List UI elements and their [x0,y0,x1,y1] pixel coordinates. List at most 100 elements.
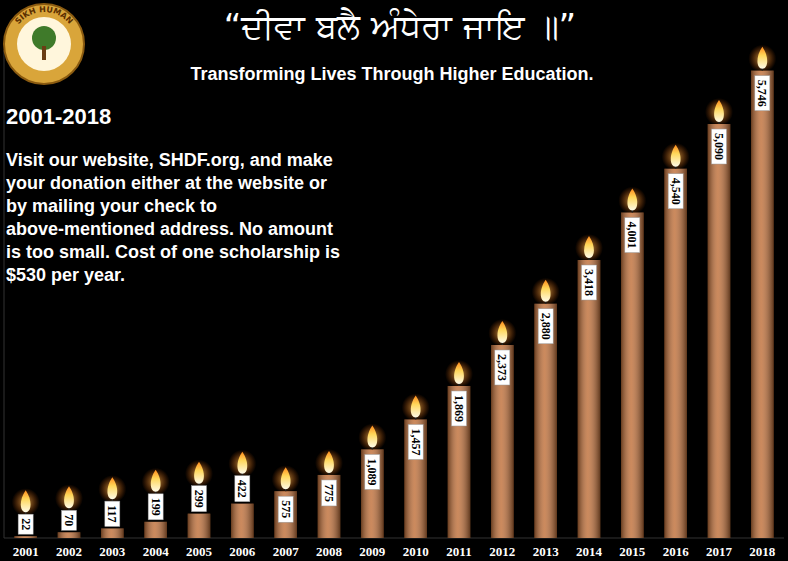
candle-shade [534,304,557,538]
data-label: 5,090 [712,133,726,160]
x-tick-label: 2007 [273,544,300,559]
logo-text-path: SIKH HUMAN [13,5,74,26]
x-tick-label: 2011 [446,544,471,559]
data-label: 4,540 [669,178,683,205]
data-label-box [18,514,33,534]
data-label: 3,418 [582,269,596,296]
data-label-box [538,309,553,344]
flame-glow [228,450,256,478]
candle-shade [144,522,167,538]
candle-bar [361,449,384,538]
candle-bar [231,504,254,538]
x-tick-label: 2009 [359,544,386,559]
flame [237,452,247,474]
x-tick-label: 2017 [706,544,733,559]
flame-glow [705,98,733,126]
flame-glow [618,187,646,215]
candle-bar [144,522,167,538]
x-tick-label: 2004 [143,544,170,559]
candle-shade [101,528,124,538]
candle-bar [404,419,427,538]
flame-glow [12,488,40,516]
data-label-box [278,496,293,522]
candle-shade [14,536,37,538]
flame [671,145,681,167]
note-line: is too small. Cost of one scholarship is [6,242,340,262]
flame [757,47,767,69]
data-label-box [755,76,770,111]
data-label: 2,880 [539,313,553,340]
flame-glow [402,393,430,421]
note-line: your donation either at the website or [6,173,327,193]
candle-bar [708,124,731,538]
candle-bar [578,260,601,538]
x-tick-label: 2015 [619,544,646,559]
flame [497,321,507,343]
flame-glow [532,278,560,306]
flame [411,395,421,417]
candle-shade [404,419,427,538]
candle-bar [751,71,774,538]
candle-bar [101,528,124,538]
candle-shade [58,532,81,538]
candle-shade [491,345,514,538]
candle-shade [578,260,601,538]
flame [281,467,291,489]
candle-shade [664,169,687,538]
data-label-box [625,218,640,253]
x-tick-label: 2012 [489,544,515,559]
x-tick-label: 2016 [663,544,690,559]
flame [151,470,161,492]
flame-glow [488,319,516,347]
candle-bar [448,386,471,538]
data-label: 775 [322,484,336,502]
subtitle: Transforming Lives Through Higher Educat… [190,64,593,84]
flame-glow [358,423,386,451]
note-line: $530 per year. [6,265,125,285]
data-label: 117 [105,505,119,522]
flame [21,490,31,512]
data-label-box [235,476,250,502]
candle-bar [188,514,211,538]
candle-shade [274,491,297,538]
data-label: 5,746 [755,80,769,107]
x-tick-label: 2003 [99,544,126,559]
flame [367,425,377,447]
bars [14,71,773,538]
data-label-box [192,486,207,512]
flames [12,45,777,517]
note-line: by mailing your check to [6,196,217,216]
candle-bar [14,536,37,538]
data-label-box [712,129,727,164]
data-label: 299 [192,490,206,508]
candle-shade [621,213,644,538]
data-label: 422 [235,480,249,498]
x-tick-label: 2018 [749,544,776,559]
data-label: 1,089 [365,458,379,485]
candle-shade [318,475,341,538]
x-tick-label: 2006 [229,544,256,559]
flame-glow [272,465,300,493]
x-tick-label: 2013 [533,544,560,559]
data-label-box [148,494,163,520]
x-tick-label: 2005 [186,544,213,559]
logo-trunk [42,46,46,60]
data-label: 575 [279,500,293,518]
flame [324,451,334,473]
candle-shade [188,514,211,538]
period: 2001-2018 [6,104,111,129]
data-label-box [322,480,337,506]
data-label-box [495,350,510,385]
flame-glow [575,234,603,262]
x-tick-label: 2002 [56,544,82,559]
x-tick-label: 2008 [316,544,343,559]
data-label-box [62,510,77,530]
data-label-box [582,265,597,300]
flame [627,189,637,211]
candle-bar [621,213,644,538]
background [0,0,788,561]
title: “ਦੀਵਾ ਬਲੈ ਅੰਧੇਰਾ ਜਾਇ ॥” [224,6,576,46]
candle-bar [664,169,687,538]
note-line: above-mentioned address. No amount [6,219,333,239]
candle-shade [231,504,254,538]
